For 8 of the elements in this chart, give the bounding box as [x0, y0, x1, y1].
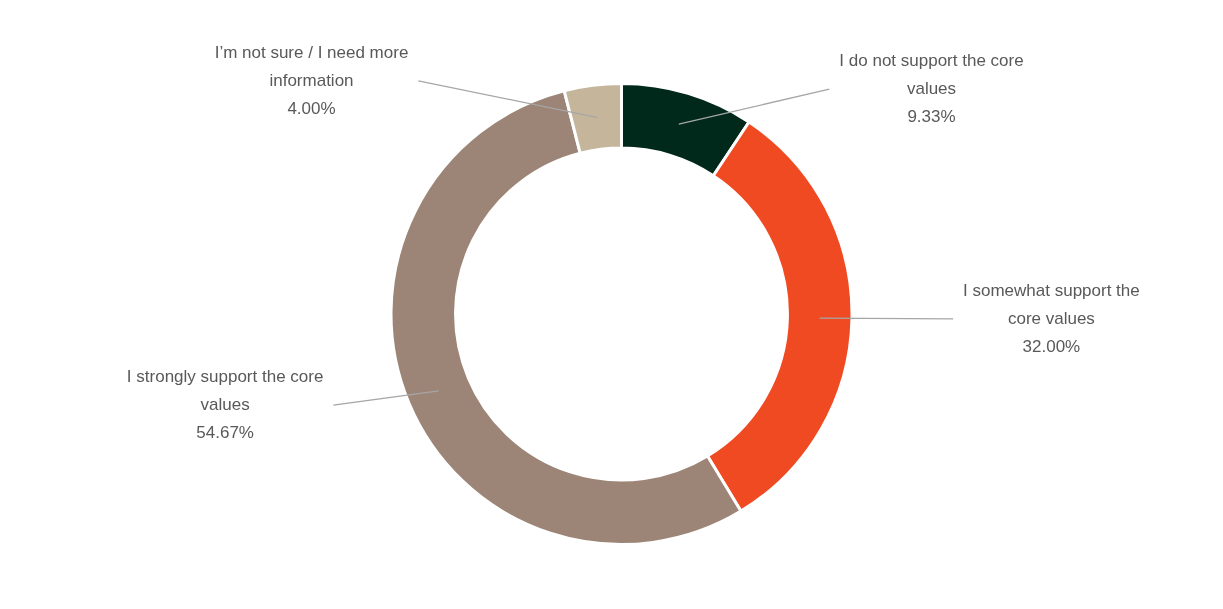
- slice-label: I’m not sure / I need more information: [214, 42, 409, 90]
- slice-label: I somewhat support the core values: [963, 280, 1140, 328]
- slice-label: I strongly support the core values: [126, 366, 324, 414]
- data-label: 4.00%: [287, 98, 336, 118]
- data-label: 32.00%: [1022, 336, 1081, 356]
- data-label: 9.33%: [907, 106, 956, 126]
- slice-label: I do not support the core values: [839, 50, 1024, 98]
- data-label: 54.67%: [196, 422, 254, 442]
